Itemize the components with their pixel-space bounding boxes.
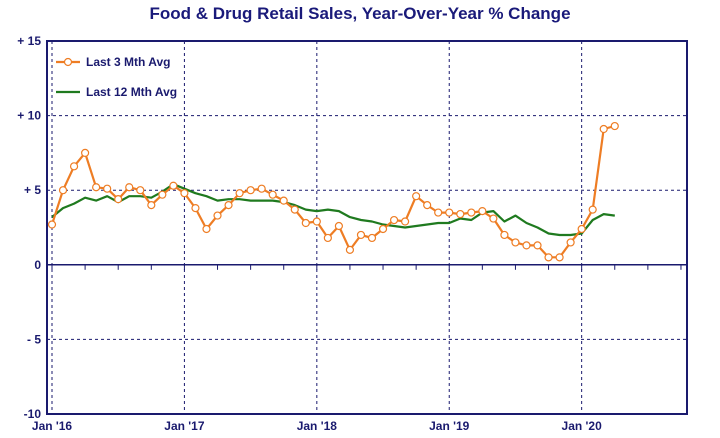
data-point [81, 148, 90, 157]
data-point [312, 217, 321, 226]
data-point [599, 124, 608, 134]
x-axis: Jan '16 Jan '17 Jan '18 Jan '19 Jan '20 [32, 419, 602, 433]
data-point [224, 201, 233, 210]
data-point [158, 190, 167, 199]
x-tick-label: Jan '19 [429, 419, 470, 433]
data-point [69, 162, 79, 171]
data-point [213, 211, 222, 220]
data-point [323, 233, 332, 243]
data-point [334, 221, 343, 231]
legend-label: Last 3 Mth Avg [86, 55, 170, 69]
legend: Last 3 Mth Avg Last 12 Mth Avg [56, 55, 177, 99]
data-point [511, 238, 520, 247]
data-point [114, 195, 123, 204]
data-point [423, 201, 432, 210]
data-point [125, 183, 134, 192]
data-point [522, 241, 531, 250]
data-point [301, 218, 310, 228]
data-point [434, 208, 443, 217]
data-point [257, 184, 266, 193]
data-point [103, 184, 112, 193]
data-point [92, 183, 101, 192]
data-point [533, 241, 542, 250]
y-tick-label: -10 [24, 407, 42, 421]
x-tick-label: Jan '17 [164, 419, 205, 433]
x-tick-label: Jan '16 [32, 419, 73, 433]
data-point [180, 189, 189, 198]
data-point [47, 220, 57, 229]
legend-marker [63, 57, 73, 67]
data-point [389, 215, 399, 225]
data-point [467, 208, 476, 217]
data-point [610, 121, 619, 131]
chart-title: Food & Drug Retail Sales, Year-Over-Year… [149, 4, 571, 23]
legend-label: Last 12 Mth Avg [86, 85, 177, 99]
y-tick-label: - 5 [27, 332, 41, 346]
data-point [367, 233, 377, 243]
y-tick-label: + 5 [24, 183, 41, 197]
data-point [246, 186, 255, 195]
data-point [169, 181, 178, 190]
data-point [147, 201, 156, 210]
data-point [235, 189, 244, 198]
minor-ticks [51, 264, 682, 270]
series-line-3-month [50, 124, 616, 259]
data-point [401, 217, 410, 226]
series-layer [47, 121, 619, 262]
data-point [268, 190, 277, 199]
data-point [58, 186, 68, 195]
x-tick-label: Jan '18 [297, 419, 338, 433]
y-tick-label: + 10 [17, 109, 41, 123]
data-point [290, 205, 299, 214]
data-point [544, 253, 553, 262]
data-point [202, 224, 211, 234]
data-point [478, 206, 487, 216]
data-point [456, 209, 465, 219]
data-point [356, 230, 366, 240]
data-point [378, 224, 388, 234]
data-point [489, 214, 498, 223]
y-axis: + 15 + 10 + 5 0 - 5 -10 [17, 34, 41, 421]
data-point [566, 238, 575, 247]
data-point [445, 208, 454, 217]
x-tick-label: Jan '20 [562, 419, 603, 433]
data-point [345, 245, 355, 254]
data-point [136, 186, 145, 195]
grid-lines [47, 41, 687, 414]
data-point [555, 253, 564, 262]
data-point [412, 192, 421, 201]
y-tick-label: 0 [34, 258, 41, 272]
data-point [191, 204, 200, 213]
data-point [588, 205, 597, 214]
data-point [577, 224, 586, 234]
y-tick-label: + 15 [17, 34, 41, 48]
data-point [279, 196, 288, 205]
data-point [500, 230, 509, 240]
